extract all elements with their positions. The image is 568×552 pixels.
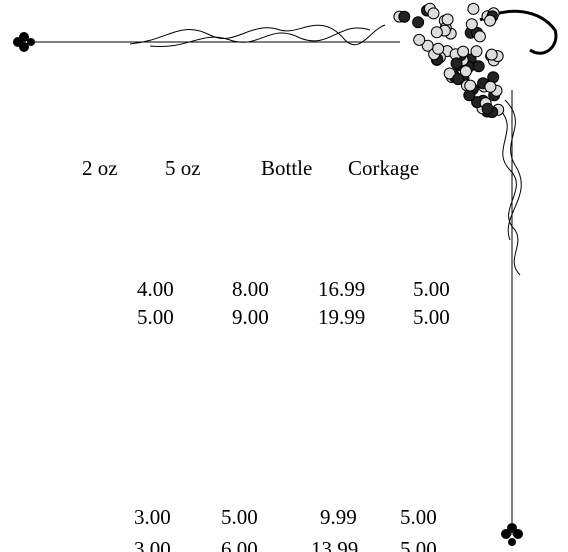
- vine-tendril: [504, 99, 522, 241]
- price: 5.00: [413, 277, 450, 301]
- price: 5.00: [221, 505, 258, 529]
- grape: [481, 102, 494, 115]
- price: 5.00: [137, 305, 174, 329]
- ornament-left: [13, 32, 35, 52]
- grape: [484, 80, 497, 93]
- price: 3.00: [134, 537, 171, 552]
- grape: [430, 26, 443, 39]
- price: 5.00: [413, 305, 450, 329]
- ornament-bottom: [501, 523, 523, 546]
- price: 9.00: [232, 305, 269, 329]
- grape: [432, 42, 445, 55]
- grape: [443, 67, 456, 80]
- grape: [452, 73, 465, 86]
- grape: [459, 65, 472, 78]
- grape: [470, 45, 483, 58]
- vine-tendril: [499, 109, 521, 276]
- grape: [450, 57, 463, 70]
- column-header: 2 oz: [82, 156, 118, 180]
- column-header: Corkage: [348, 156, 419, 180]
- grape: [485, 48, 498, 61]
- header-row: 2 oz 5 oz Bottle Corkage: [82, 156, 419, 180]
- column-header: 5 oz: [165, 156, 201, 180]
- grape: [464, 79, 477, 92]
- vine-tendril: [149, 27, 371, 48]
- vine-tendril: [129, 24, 386, 46]
- grape: [472, 60, 485, 73]
- price: 4.00: [137, 277, 174, 301]
- grape: [465, 18, 478, 31]
- column-header: Bottle: [261, 156, 312, 180]
- price: 13.99: [311, 537, 358, 552]
- grape: [484, 14, 496, 27]
- price-group: 4.00 8.00 16.99 5.00 5.00 9.00 19.99 5.0…: [137, 277, 450, 329]
- grape: [441, 13, 454, 26]
- price: 9.99: [320, 505, 357, 529]
- grape: [413, 33, 426, 46]
- grape: [398, 10, 411, 23]
- price: 19.99: [318, 305, 365, 329]
- grape: [427, 7, 440, 20]
- price-group: 3.00 5.00 9.99 5.00 3.00 6.00 13.99 5.00: [134, 505, 437, 552]
- grape-cluster: [393, 2, 505, 118]
- price: 8.00: [232, 277, 269, 301]
- price: 3.00: [134, 505, 171, 529]
- price: 16.99: [318, 277, 365, 301]
- price: 5.00: [400, 505, 437, 529]
- grape: [473, 30, 486, 43]
- price: 5.00: [400, 537, 437, 552]
- vine-decoration: [34, 9, 558, 535]
- grape: [467, 2, 480, 15]
- price: 6.00: [221, 537, 258, 552]
- grape: [412, 16, 425, 29]
- vine-leaf: [479, 9, 558, 55]
- grape: [457, 45, 470, 58]
